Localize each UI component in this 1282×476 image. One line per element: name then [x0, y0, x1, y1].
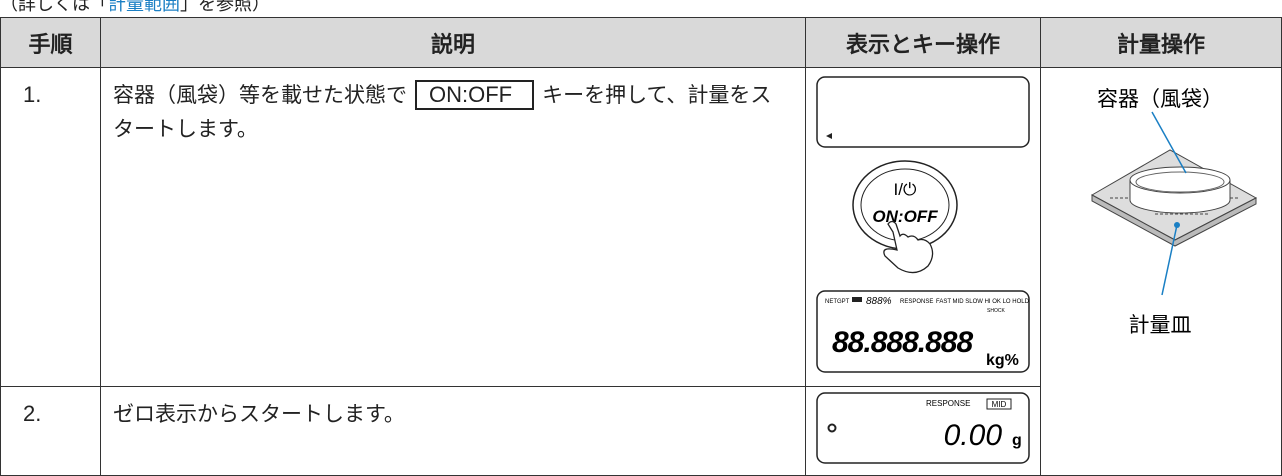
header-cell: 表示とキー操作	[805, 17, 1041, 68]
button-label: ON:OFF	[872, 207, 938, 226]
lcd-value: 0.00	[944, 419, 1003, 452]
leader-line	[1151, 111, 1187, 174]
note-link[interactable]: 計量範囲	[108, 0, 180, 15]
note-text: 」を参照）	[180, 0, 270, 15]
leader-line	[1161, 224, 1178, 296]
lcd-blank	[816, 76, 1030, 148]
lcd-unit: g	[1012, 432, 1022, 449]
lcd-zero	[816, 392, 1030, 464]
key-label: ON:OFF	[415, 80, 535, 110]
description-text: キーを押して、計量をスタートします。	[113, 83, 772, 141]
header-cell: 計量操作	[1040, 17, 1282, 68]
hand-icon	[883, 220, 934, 274]
lcd-full	[816, 290, 1030, 373]
pan-label: 計量皿	[1129, 313, 1192, 337]
description-text: ゼロ表示からスタートします。	[113, 402, 405, 426]
lcd-segment: RESPONSE	[900, 299, 933, 305]
note-text: （詳しくは「	[0, 0, 108, 15]
container-label: 容器（風袋）	[1097, 87, 1223, 111]
lcd-mid-box	[986, 398, 1012, 410]
lcd-segment: SHOCK	[987, 308, 1005, 314]
lcd-response: RESPONSE	[926, 399, 970, 408]
note-line: （詳しくは「計量範囲」を参照）	[0, 0, 270, 16]
button-symbol: I/⏻	[894, 180, 917, 199]
container-inner	[1135, 171, 1225, 193]
lcd-stable	[827, 423, 837, 433]
lcd-speed: MID	[992, 400, 1007, 409]
header-cell: 手順	[0, 17, 101, 68]
lcd-battery	[852, 297, 862, 302]
leader-dot	[1174, 222, 1180, 228]
header-cell: 説明	[100, 17, 806, 68]
lcd-segment: NETGPT	[825, 299, 850, 305]
lcd-digits: 88.888.888	[832, 326, 973, 359]
description-text: 容器（風袋）等を載せた状態で	[113, 83, 407, 107]
lcd-unit: kg%	[986, 352, 1019, 369]
lcd-indicator	[826, 133, 832, 139]
pan-edge	[1091, 194, 1257, 247]
lcd-segment: 888%	[866, 296, 892, 307]
lcd-segment: FAST MID SLOW HI OK LO HOLD	[936, 299, 1030, 305]
